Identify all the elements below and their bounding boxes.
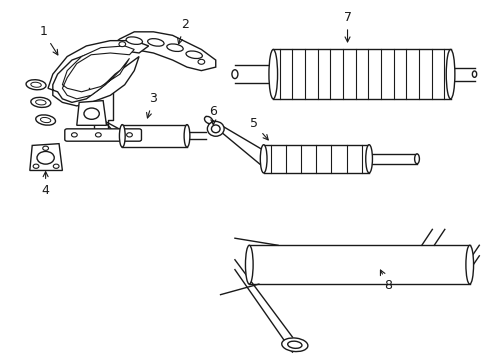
Text: 2: 2 [177,18,188,44]
Ellipse shape [287,341,301,348]
Polygon shape [77,100,106,125]
Circle shape [42,146,48,150]
Ellipse shape [204,116,212,123]
Text: 8: 8 [380,270,391,292]
Ellipse shape [231,70,238,78]
Text: 7: 7 [343,11,351,42]
Circle shape [95,133,101,137]
Ellipse shape [207,121,224,136]
Text: 3: 3 [146,93,157,118]
FancyBboxPatch shape [64,129,141,141]
Polygon shape [62,46,134,99]
Circle shape [37,152,54,164]
Circle shape [126,133,132,137]
Text: 6: 6 [209,105,217,125]
Ellipse shape [414,154,419,164]
Ellipse shape [36,100,46,105]
Text: 4: 4 [41,172,49,197]
Ellipse shape [446,49,454,99]
Polygon shape [30,144,62,171]
Ellipse shape [147,39,163,46]
Ellipse shape [471,71,476,77]
Ellipse shape [281,338,307,352]
Circle shape [53,164,59,168]
Circle shape [198,59,204,64]
Ellipse shape [185,51,202,59]
Ellipse shape [166,44,183,51]
Ellipse shape [26,80,46,90]
Ellipse shape [41,117,51,123]
Ellipse shape [465,245,472,284]
Ellipse shape [126,37,142,44]
Circle shape [33,164,39,168]
Ellipse shape [31,97,51,107]
Circle shape [71,133,77,137]
Ellipse shape [268,49,277,99]
Ellipse shape [260,145,266,173]
Ellipse shape [365,145,372,173]
Ellipse shape [36,115,55,125]
Text: 5: 5 [249,117,268,140]
Ellipse shape [31,82,41,87]
Circle shape [84,108,99,119]
Ellipse shape [119,125,125,147]
Polygon shape [110,32,215,71]
Polygon shape [48,41,148,106]
Ellipse shape [184,125,189,147]
Ellipse shape [245,245,253,284]
Ellipse shape [211,125,220,133]
Circle shape [119,42,125,47]
Text: 1: 1 [39,25,58,55]
